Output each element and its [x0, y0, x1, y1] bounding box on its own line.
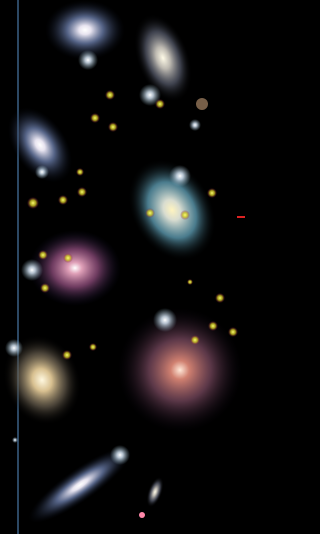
star: [35, 165, 49, 179]
star: [78, 50, 98, 70]
dot: [190, 335, 200, 345]
star: [139, 512, 145, 518]
star: [110, 445, 130, 465]
dot: [77, 187, 87, 197]
star: [5, 339, 23, 357]
dot: [228, 327, 238, 337]
galaxy-image: [0, 0, 245, 534]
dot: [27, 197, 39, 209]
star: [12, 437, 18, 443]
dot: [89, 343, 97, 351]
dot: [145, 208, 155, 218]
dot: [76, 168, 84, 176]
dot: [215, 293, 225, 303]
red-mark: [237, 216, 245, 218]
dot: [105, 90, 115, 100]
dot: [90, 113, 100, 123]
star: [169, 165, 191, 187]
star: [189, 119, 201, 131]
dot: [58, 195, 68, 205]
dot: [108, 122, 118, 132]
dot: [40, 283, 50, 293]
dot: [207, 188, 217, 198]
dot: [38, 250, 48, 260]
dot: [62, 350, 72, 360]
dot: [208, 321, 218, 331]
galaxy: [118, 308, 242, 432]
dot: [155, 99, 165, 109]
star: [196, 98, 208, 110]
dot: [180, 210, 190, 220]
star: [153, 308, 177, 332]
star: [21, 259, 43, 281]
dot: [63, 253, 73, 263]
dot: [187, 279, 193, 285]
